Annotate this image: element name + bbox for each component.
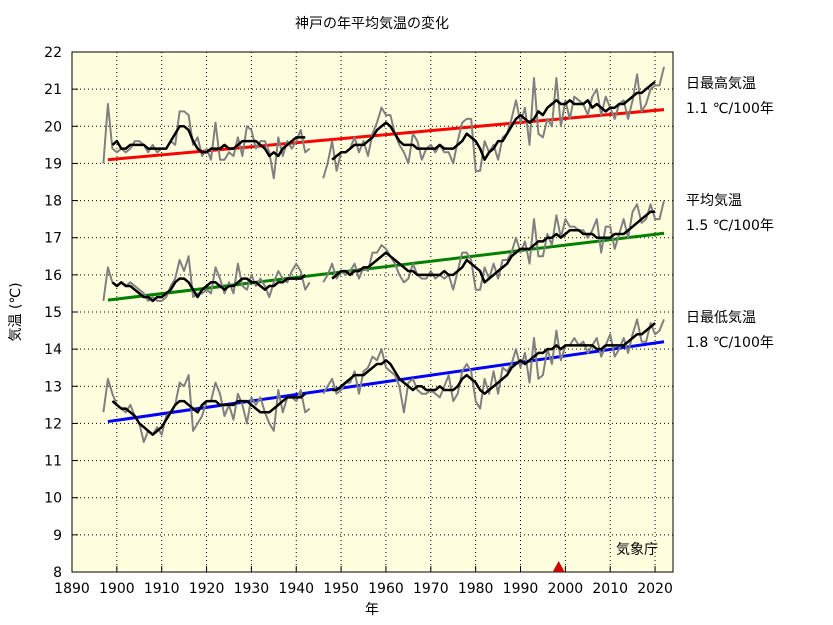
x-axis-tick-labels: 1890 1900 1910 1920 1930 1940 1950 1960 1970 1980… [54, 581, 673, 597]
chart-title: 神戸の年平均気温の変化 [295, 15, 449, 32]
x-tick-label: 1890 [54, 581, 90, 597]
y-tick-label: 17 [44, 231, 62, 247]
annual-temperature-line [102, 103, 311, 180]
trend-rate-label: 1.5 ℃/100年 [686, 218, 774, 234]
y-tick-label: 21 [44, 82, 62, 98]
x-tick-label: 1940 [278, 581, 314, 597]
y-tick-label: 8 [53, 565, 62, 581]
y-tick-label: 15 [44, 305, 62, 321]
x-tick-label: 1960 [368, 581, 404, 597]
x-tick-label: 2010 [592, 581, 628, 597]
trend-rate-label: 1.8 ℃/100年 [686, 335, 774, 351]
year-marker [552, 561, 565, 572]
axis-ticks [71, 51, 656, 573]
series-name-label: 日最高気温 [686, 75, 756, 92]
x-tick-label: 1970 [413, 581, 449, 597]
marker-triangle [552, 561, 565, 572]
moving-average-line [331, 210, 656, 284]
annual-temperature-line [102, 255, 311, 302]
x-tick-label: 1990 [503, 581, 539, 597]
x-tick-label: 2020 [637, 581, 673, 597]
y-axis-label: 気温 (℃) [8, 282, 24, 341]
y-tick-label: 19 [44, 156, 62, 172]
y-tick-label: 11 [44, 454, 62, 470]
x-tick-label: 1980 [458, 581, 494, 597]
x-tick-label: 1930 [234, 581, 270, 597]
x-tick-label: 1900 [99, 581, 135, 597]
y-tick-label: 14 [44, 342, 62, 358]
x-axis-label: 年 [365, 602, 379, 618]
x-tick-label: 1920 [189, 581, 225, 597]
moving-average-line [332, 322, 656, 395]
moving-average-lines [111, 80, 656, 436]
trend-rate-label: 1.1 ℃/100年 [686, 101, 774, 117]
y-tick-label: 22 [44, 45, 62, 61]
annual-temperature-line [322, 66, 665, 179]
y-tick-label: 16 [44, 268, 62, 284]
annual-temperature-line [322, 318, 665, 414]
moving-average-line [331, 80, 656, 161]
y-axis-tick-labels: 8 9 10 11 12 13 14 15 16 17 18 19 20 21 22 [44, 45, 62, 581]
credit-label: 気象庁 [616, 542, 658, 558]
moving-average-line [111, 273, 306, 303]
y-tick-label: 13 [44, 379, 62, 395]
y-tick-label: 12 [44, 416, 62, 432]
annual-temperature-line [322, 200, 665, 291]
moving-average-line [111, 125, 306, 158]
y-tick-label: 18 [44, 194, 62, 210]
moving-average-line [111, 392, 306, 436]
x-tick-label: 2000 [548, 581, 584, 597]
x-tick-label: 1950 [323, 581, 359, 597]
y-tick-label: 9 [53, 528, 62, 544]
trend-line [107, 231, 665, 302]
series-name-label: 平均気温 [686, 193, 742, 209]
series-name-label: 日最低気温 [686, 310, 756, 326]
x-tick-label: 1910 [144, 581, 180, 597]
y-tick-label: 10 [44, 491, 62, 507]
y-tick-label: 20 [44, 119, 62, 135]
